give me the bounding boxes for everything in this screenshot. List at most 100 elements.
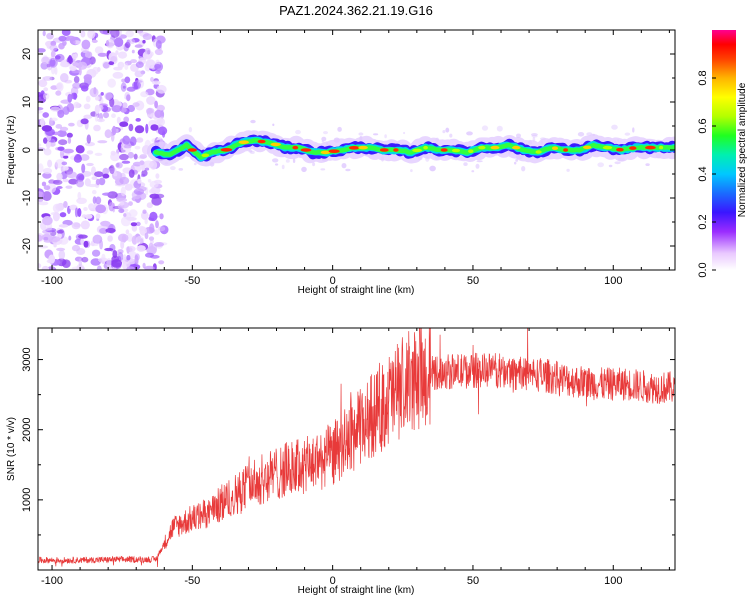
noise-speckle <box>127 258 136 265</box>
noise-speckle <box>87 30 96 39</box>
noise-speckle <box>102 173 110 179</box>
noise-speckle <box>83 207 88 211</box>
faint-speckle <box>345 168 351 172</box>
faint-speckle <box>312 162 316 167</box>
noise-speckle <box>136 245 146 252</box>
noise-speckle <box>65 35 76 41</box>
faint-speckle <box>337 126 342 132</box>
noise-speckle <box>128 209 138 218</box>
noise-speckle <box>56 83 63 90</box>
noise-speckle <box>122 135 131 145</box>
ridge-peak <box>292 145 299 150</box>
noise-speckle <box>154 100 159 109</box>
noise-speckle <box>57 130 67 137</box>
noise-speckle <box>60 73 69 83</box>
noise-speckle <box>62 155 69 159</box>
noise-speckle <box>93 124 101 132</box>
faint-speckle <box>645 163 650 167</box>
ridge-peak <box>616 147 624 152</box>
noise-speckle <box>62 178 69 183</box>
noise-speckle <box>128 123 134 132</box>
noise-speckle <box>68 122 75 127</box>
faint-speckle <box>250 119 256 124</box>
noise-speckle <box>83 240 89 248</box>
noise-speckle <box>83 74 93 82</box>
noise-speckle <box>50 106 61 112</box>
noise-speckle <box>38 107 44 111</box>
faint-speckle <box>373 133 379 136</box>
noise-speckle <box>68 235 72 241</box>
noise-speckle <box>119 121 129 127</box>
snr-line <box>38 328 675 568</box>
noise-speckle <box>144 167 150 171</box>
noise-speckle <box>101 253 106 262</box>
noise-speckle <box>139 226 147 236</box>
faint-speckle <box>285 159 290 163</box>
noise-speckle <box>75 145 85 154</box>
noise-speckle <box>100 220 111 227</box>
ridge-peak <box>451 148 461 153</box>
faint-speckle <box>531 133 538 137</box>
faint-speckle <box>272 123 275 127</box>
noise-speckle <box>134 70 144 78</box>
noise-speckle <box>38 143 42 147</box>
noise-speckle <box>58 224 69 228</box>
noise-speckle <box>118 208 125 214</box>
noise-speckle <box>94 112 99 122</box>
noise-speckle <box>121 160 131 164</box>
faint-speckle <box>275 163 279 166</box>
x-tick-label: 0 <box>330 575 336 587</box>
x-tick-label: 50 <box>467 575 479 587</box>
noise-speckle <box>157 126 168 136</box>
noise-speckle <box>154 179 162 184</box>
noise-speckle <box>62 166 69 171</box>
noise-speckle <box>131 49 135 54</box>
noise-speckle <box>42 167 53 175</box>
y-tick-label: -10 <box>21 190 33 206</box>
noise-speckle <box>110 30 120 38</box>
noise-speckle <box>130 59 138 64</box>
faint-speckle <box>449 133 453 138</box>
noise-speckle <box>134 145 141 150</box>
noise-speckle <box>100 92 104 96</box>
noise-speckle <box>67 137 72 144</box>
faint-speckle <box>566 168 570 172</box>
noise-speckle <box>141 211 149 220</box>
noise-speckle <box>76 179 84 188</box>
noise-speckle <box>43 87 49 92</box>
noise-speckle <box>124 183 133 191</box>
ridge-peak <box>348 146 360 150</box>
noise-speckle <box>83 103 91 110</box>
noise-speckle <box>132 102 140 107</box>
faint-speckle <box>341 163 347 169</box>
snr-panel: -100 -50 0 50 100 1000 2000 3000 Height of stra… <box>6 327 676 596</box>
noise-speckle <box>85 214 93 219</box>
noise-speckle <box>116 116 121 124</box>
ridge-peak <box>270 142 281 147</box>
noise-speckle <box>85 141 95 147</box>
noise-speckle <box>121 78 126 83</box>
snr-frame <box>37 327 676 571</box>
noise-speckle <box>124 62 129 70</box>
y-tick-label: 1000 <box>21 488 33 512</box>
noise-speckle <box>50 85 58 90</box>
noise-speckle <box>81 256 89 263</box>
faint-speckle <box>611 124 618 130</box>
ridge-peak <box>490 145 500 150</box>
noise-speckle <box>72 82 82 89</box>
noise-speckle <box>123 116 130 123</box>
noise-speckle <box>159 213 164 220</box>
noise-speckle <box>119 153 129 161</box>
faint-speckle <box>301 166 307 173</box>
noise-speckle <box>38 201 49 206</box>
noise-speckle <box>126 94 131 102</box>
faint-speckle <box>632 127 635 133</box>
noise-speckle <box>104 247 114 252</box>
noise-speckle <box>135 236 145 245</box>
noise-speckle <box>81 163 86 173</box>
noise-speckle <box>146 96 156 105</box>
noise-speckle <box>86 150 94 155</box>
noise-speckle <box>41 125 53 132</box>
noise-speckle <box>149 223 155 234</box>
